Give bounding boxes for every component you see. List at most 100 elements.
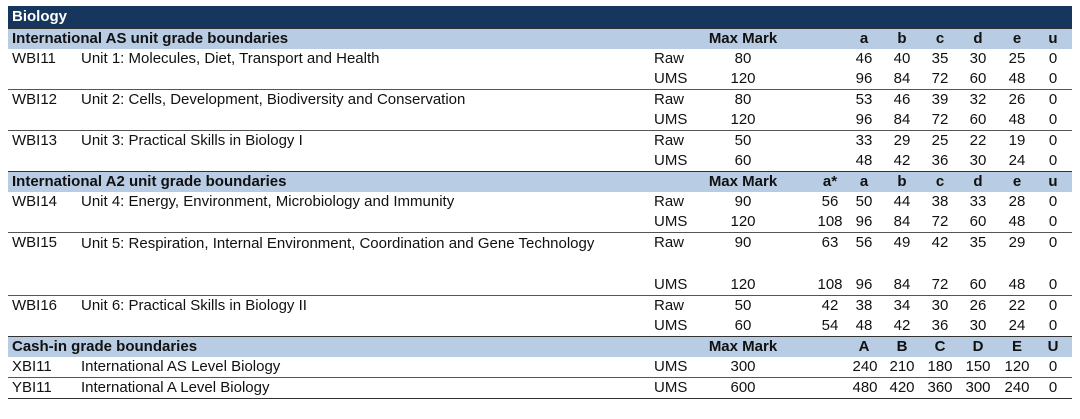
grade-value: 480 xyxy=(852,379,878,396)
max-mark-header: Max Mark xyxy=(708,338,778,355)
max-mark-header: Max Mark xyxy=(708,30,778,47)
max-mark: 50 xyxy=(734,132,752,149)
grade-value: 48 xyxy=(1008,213,1026,230)
grade-value: 53 xyxy=(855,91,873,108)
grade-value: 72 xyxy=(931,70,949,87)
section-title: Cash-in grade boundaries xyxy=(12,338,198,355)
grade-value: 28 xyxy=(1008,193,1026,210)
grade-header: C xyxy=(934,338,946,355)
mark-type: UMS xyxy=(654,358,688,375)
grade-value: 120 xyxy=(1004,358,1030,375)
grade-value: 210 xyxy=(889,358,915,375)
grade-value: 46 xyxy=(855,50,873,67)
max-mark: 120 xyxy=(730,70,756,87)
section-header: International A2 unit grade boundaries Ma… xyxy=(8,171,1072,192)
grade-value: 26 xyxy=(1008,91,1026,108)
grade-value: 0 xyxy=(1048,50,1058,67)
grade-value: 0 xyxy=(1048,70,1058,87)
grade-value: 44 xyxy=(893,193,911,210)
grade-value: 0 xyxy=(1048,152,1058,169)
grade-value: 56 xyxy=(821,193,839,210)
grade-value: 56 xyxy=(855,234,873,251)
table-row: WBI14 Unit 4: Energy, Environment, Microb… xyxy=(8,192,1072,212)
grade-value: 360 xyxy=(927,379,953,396)
grade-header: e xyxy=(1012,30,1022,47)
section-header: Cash-in grade boundaries Max Mark A B C D E U xyxy=(8,336,1072,357)
grade-value: 0 xyxy=(1048,234,1058,251)
unit-code: WBI11 xyxy=(12,50,56,67)
grade-header: E xyxy=(1011,338,1022,355)
table-row: YBI11 International A Level Biology UMS 600… xyxy=(8,377,1072,399)
max-mark: 120 xyxy=(730,111,756,128)
grade-value: 24 xyxy=(1008,317,1026,334)
grade-boundaries-sheet: Biology International AS unit grade boun… xyxy=(8,6,1072,399)
table-row: UMS 120 108 96 84 72 60 48 0 xyxy=(8,275,1072,295)
section-title: International A2 unit grade boundaries xyxy=(12,173,287,190)
grade-value: 50 xyxy=(855,193,873,210)
mark-type: Raw xyxy=(654,91,685,108)
grade-value: 84 xyxy=(893,276,911,293)
grade-header: a xyxy=(859,173,869,190)
mark-type: UMS xyxy=(654,111,688,128)
grade-value: 48 xyxy=(855,317,873,334)
grade-value: 180 xyxy=(927,358,953,375)
grade-value: 30 xyxy=(969,152,987,169)
grade-value: 0 xyxy=(1048,317,1058,334)
grade-header: b xyxy=(897,173,907,190)
grade-value: 0 xyxy=(1048,358,1058,375)
grade-value: 0 xyxy=(1048,297,1058,314)
unit-name: International A Level Biology xyxy=(81,379,270,396)
mark-type: Raw xyxy=(654,193,685,210)
grade-value: 72 xyxy=(931,111,949,128)
grade-header: u xyxy=(1048,173,1058,190)
unit-name: Unit 6: Practical Skills in Biology II xyxy=(81,297,307,314)
grade-value: 42 xyxy=(821,297,839,314)
grade-value: 35 xyxy=(931,50,949,67)
grade-value: 42 xyxy=(893,317,911,334)
grade-value: 0 xyxy=(1048,111,1058,128)
unit-code: WBI14 xyxy=(12,193,58,210)
grade-header: a xyxy=(859,30,869,47)
mark-type: Raw xyxy=(654,50,685,67)
grade-value: 48 xyxy=(1008,70,1026,87)
grade-value: 38 xyxy=(931,193,949,210)
grade-value: 0 xyxy=(1048,91,1058,108)
mark-type: UMS xyxy=(654,152,688,169)
mark-type: Raw xyxy=(654,132,685,149)
grade-value: 29 xyxy=(893,132,911,149)
grade-value: 30 xyxy=(969,50,987,67)
grade-value: 54 xyxy=(821,317,839,334)
grade-value: 0 xyxy=(1048,213,1058,230)
max-mark: 60 xyxy=(734,317,752,334)
grade-value: 34 xyxy=(893,297,911,314)
table-row: WBI12 Unit 2: Cells, Development, Biodive… xyxy=(8,89,1072,110)
grade-value: 60 xyxy=(969,70,987,87)
grade-value: 48 xyxy=(1008,276,1026,293)
grade-value: 0 xyxy=(1048,132,1058,149)
grade-value: 60 xyxy=(969,213,987,230)
grade-value: 63 xyxy=(821,234,839,251)
grade-value: 0 xyxy=(1048,193,1058,210)
grade-value: 150 xyxy=(965,358,991,375)
grade-value: 48 xyxy=(855,152,873,169)
grade-header: B xyxy=(896,338,908,355)
grade-value: 42 xyxy=(931,234,949,251)
grade-header: c xyxy=(935,173,945,190)
grade-value: 22 xyxy=(969,132,987,149)
grade-value: 24 xyxy=(1008,152,1026,169)
grade-value: 108 xyxy=(817,276,843,293)
grade-header: D xyxy=(972,338,984,355)
grade-value: 36 xyxy=(931,152,949,169)
grade-value: 29 xyxy=(1008,234,1026,251)
grade-header: A xyxy=(858,338,870,355)
mark-type: Raw xyxy=(654,234,685,251)
grade-value: 84 xyxy=(893,213,911,230)
max-mark: 80 xyxy=(734,50,752,67)
grade-value: 300 xyxy=(965,379,991,396)
table-row: UMS 60 48 42 36 30 24 0 xyxy=(8,151,1072,171)
grade-value: 39 xyxy=(931,91,949,108)
mark-type: UMS xyxy=(654,70,688,87)
grade-value: 96 xyxy=(855,276,873,293)
section-title: International AS unit grade boundaries xyxy=(12,30,289,47)
grade-value: 240 xyxy=(1004,379,1030,396)
